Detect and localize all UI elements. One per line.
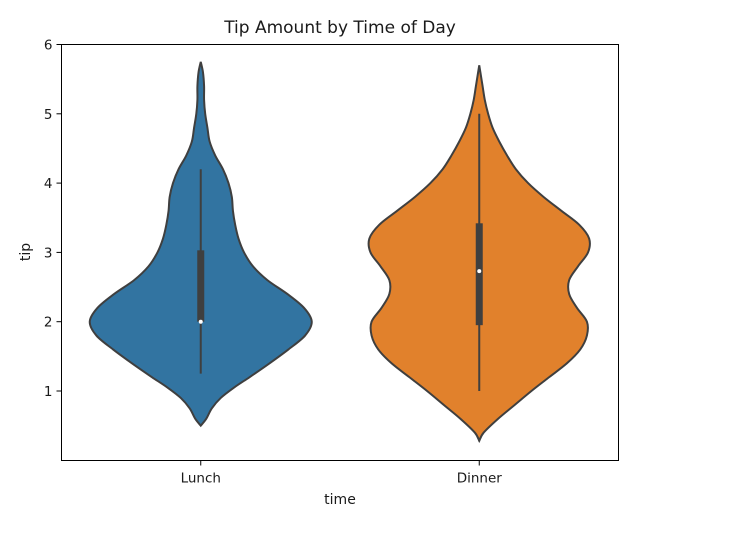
- y-axis-label: tip: [18, 243, 34, 261]
- plot-frame: [61, 44, 619, 461]
- y-tick-label: 5: [44, 107, 53, 123]
- y-tick-label: 6: [44, 38, 53, 54]
- y-tick-label: 2: [44, 315, 53, 331]
- median-marker-dinner: [477, 269, 482, 274]
- x-tick-label-dinner: Dinner: [457, 471, 503, 487]
- violin-group: [88, 61, 591, 444]
- x-axis-label: time: [324, 492, 356, 508]
- iqr-box-lunch: [197, 250, 205, 322]
- y-axis-ticks: 1 2 3 4 5 6: [44, 38, 62, 400]
- y-tick-label: 1: [44, 384, 53, 400]
- y-tick-label: 3: [44, 245, 53, 261]
- x-axis-ticks: Lunch Dinner: [181, 460, 503, 487]
- y-tick-label: 4: [44, 176, 53, 192]
- iqr-box-dinner: [475, 223, 483, 326]
- chart-title: Tip Amount by Time of Day: [223, 18, 456, 38]
- x-tick-label-lunch: Lunch: [181, 471, 221, 487]
- median-marker-lunch: [198, 319, 203, 324]
